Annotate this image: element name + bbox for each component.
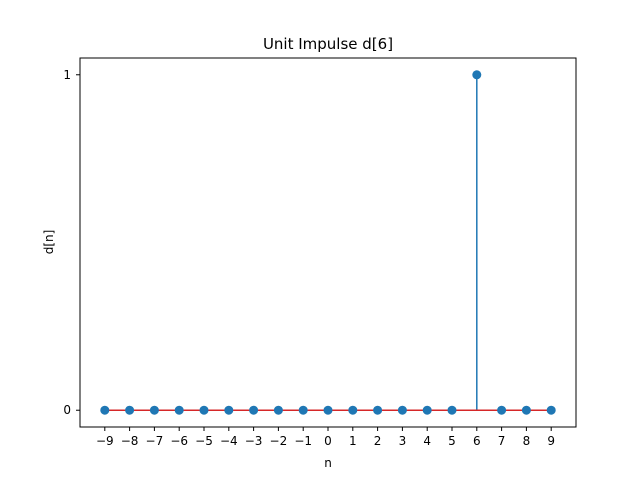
x-tick-label: 9 (547, 434, 555, 448)
x-tick-label: 5 (448, 434, 456, 448)
stem-marker (373, 405, 383, 415)
stem-marker (149, 405, 159, 415)
stem-marker (422, 405, 432, 415)
stem-marker (199, 405, 209, 415)
x-tick-label: −5 (195, 434, 213, 448)
stem-marker (125, 405, 135, 415)
x-tick-label: −7 (146, 434, 164, 448)
stem-marker (100, 405, 110, 415)
x-tick-label: −6 (170, 434, 188, 448)
stem-marker (323, 405, 333, 415)
stem-marker (273, 405, 283, 415)
stem-marker (298, 405, 308, 415)
stem-marker (224, 405, 234, 415)
stem-marker (497, 405, 507, 415)
y-axis-label: d[n] (42, 230, 56, 255)
stem-marker (447, 405, 457, 415)
chart-title: Unit Impulse d[6] (263, 35, 393, 53)
x-tick-label: −1 (294, 434, 312, 448)
x-tick-label: 0 (324, 434, 332, 448)
stem-marker (174, 405, 184, 415)
y-tick-label: 0 (63, 403, 71, 417)
x-tick-label: 4 (423, 434, 431, 448)
stem-marker (397, 405, 407, 415)
y-axis-ticks: 01 (63, 68, 80, 417)
x-axis-label: n (324, 456, 332, 470)
x-tick-label: −2 (270, 434, 288, 448)
x-tick-label: 8 (523, 434, 531, 448)
x-tick-label: −4 (220, 434, 238, 448)
stem-marker (472, 70, 482, 80)
stem-marker (546, 405, 556, 415)
stem-marker (521, 405, 531, 415)
x-tick-label: 6 (473, 434, 481, 448)
x-tick-label: 7 (498, 434, 506, 448)
plot-area (100, 70, 556, 415)
x-tick-label: −9 (96, 434, 114, 448)
stem-marker (249, 405, 259, 415)
stem-marker (348, 405, 358, 415)
x-tick-label: 3 (399, 434, 407, 448)
x-tick-label: −8 (121, 434, 139, 448)
x-axis-ticks: −9 −8 −7 −6 −5 −4 −3 −2 −1 0 1 2 3 4 5 6 7 8 9 (96, 427, 555, 448)
y-tick-label: 1 (63, 68, 71, 82)
x-tick-label: 1 (349, 434, 357, 448)
x-tick-label: 2 (374, 434, 382, 448)
x-tick-label: −3 (245, 434, 263, 448)
